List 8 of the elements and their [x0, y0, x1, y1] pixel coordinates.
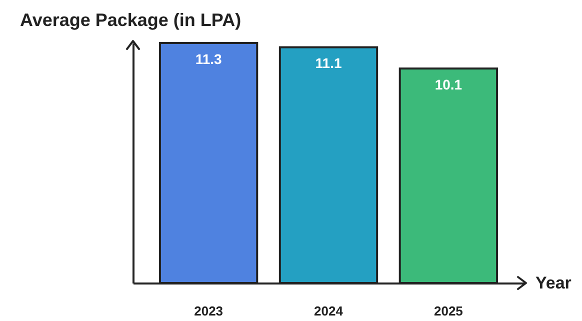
- chart-title: Average Package (in LPA): [20, 10, 242, 30]
- x-axis-title: Year: [536, 274, 572, 292]
- x-tick-label: 2025: [434, 304, 463, 318]
- x-tick-label: 2024: [314, 304, 344, 318]
- data-label: 11.1: [315, 55, 342, 72]
- x-tick-label: 2023: [194, 304, 224, 318]
- data-label: 10.1: [434, 76, 462, 92]
- data-label: 11.3: [195, 51, 222, 67]
